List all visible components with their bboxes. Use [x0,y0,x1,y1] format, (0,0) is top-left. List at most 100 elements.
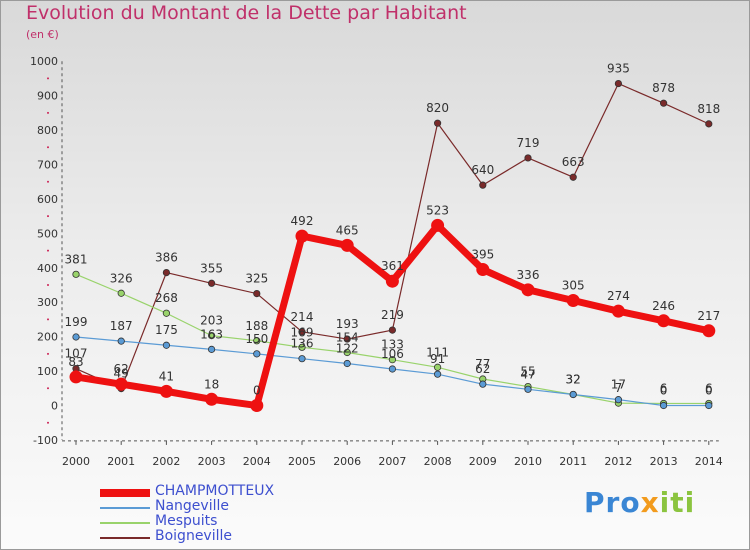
data-point [69,370,83,384]
data-label: 55 [520,365,535,379]
data-label: 268 [155,291,178,305]
data-point [388,326,396,334]
x-tick-label: 2005 [288,455,316,468]
data-point [253,337,261,345]
data-label: 465 [336,223,359,237]
data-label: 187 [110,319,133,333]
y-minor-tick [47,283,49,286]
data-point [657,314,671,328]
data-point [659,99,668,107]
y-minor-tick [47,111,49,114]
x-tick-label: 2002 [152,455,180,468]
data-point [524,154,532,162]
x-tick-label: 2009 [469,455,497,468]
data-label: 336 [517,268,540,282]
data-point [298,328,306,336]
data-label: 91 [430,352,445,366]
data-label: 47 [520,367,535,381]
data-label: 305 [562,278,585,292]
data-point [702,324,716,338]
data-label: 18 [204,377,219,391]
data-point [521,283,535,297]
data-label: 878 [652,81,675,95]
y-tick-label: -100 [33,434,58,447]
data-label: 325 [245,272,268,286]
data-label: 62 [114,362,129,376]
y-tick-label: 700 [37,158,58,171]
data-label: 41 [159,369,174,383]
data-point [72,333,80,341]
y-tick-label: 800 [37,124,58,137]
data-label: 199 [65,315,88,329]
data-label: 77 [475,357,490,371]
data-label: 188 [245,319,268,333]
data-label: 154 [336,330,359,344]
data-label: 274 [607,289,630,303]
legend-swatch [100,522,150,524]
data-point [253,350,261,358]
data-point [388,356,396,364]
data-point [705,401,713,410]
y-minor-tick [47,352,49,355]
data-label: 32 [566,372,581,386]
data-label: 0 [660,384,668,398]
data-point [208,345,216,353]
y-minor-tick [47,249,49,252]
data-point [117,337,125,345]
y-tick-label: 0 [51,400,58,413]
data-label: 193 [336,317,359,331]
y-minor-tick [47,318,49,321]
y-tick-label: 400 [37,262,58,275]
data-point [117,289,125,297]
data-point [611,304,625,318]
data-label: 122 [336,341,359,355]
x-tick-label: 2007 [378,455,406,468]
data-point [569,173,577,181]
data-point [208,279,216,287]
data-point [614,396,623,404]
y-tick-label: 100 [37,365,58,378]
data-label: 326 [110,271,133,285]
data-label: 818 [697,102,720,116]
legend-label: Boigneville [155,528,232,544]
data-point [569,390,577,399]
data-point [205,392,219,406]
data-label: 361 [381,259,404,273]
data-label: 214 [291,310,314,324]
data-label: 7 [615,381,623,395]
data-point [659,401,668,410]
y-minor-tick [47,180,49,183]
legend-swatch [100,507,150,509]
legend-swatch [100,489,150,497]
y-tick-label: 200 [37,331,58,344]
data-label: 6 [660,381,668,395]
data-point [614,79,623,88]
data-point [343,359,351,368]
data-label: 111 [426,345,449,359]
data-label: 107 [65,347,88,361]
x-tick-label: 2006 [333,455,361,468]
x-tick-label: 2012 [604,455,632,468]
data-point [433,370,442,378]
y-tick-label: 900 [37,90,58,103]
data-point [343,335,351,343]
data-label: 175 [155,323,178,337]
data-label: 17 [611,378,626,392]
y-tick-label: 300 [37,296,58,309]
data-label: 219 [381,308,404,322]
data-point [162,269,170,277]
y-tick-label: 1000 [30,55,58,68]
data-label: 523 [426,203,449,217]
data-point [298,343,306,351]
data-point [208,332,216,340]
legend-label: CHAMPMOTTEUX [155,483,275,499]
legend-swatch [100,537,150,539]
data-label: 106 [381,347,404,361]
data-label: 386 [155,251,178,265]
x-tick-label: 2008 [424,455,452,468]
data-label: 820 [426,101,449,115]
legend-label: Mespuits [155,513,218,529]
data-label: 246 [652,299,675,313]
data-point [388,365,396,373]
